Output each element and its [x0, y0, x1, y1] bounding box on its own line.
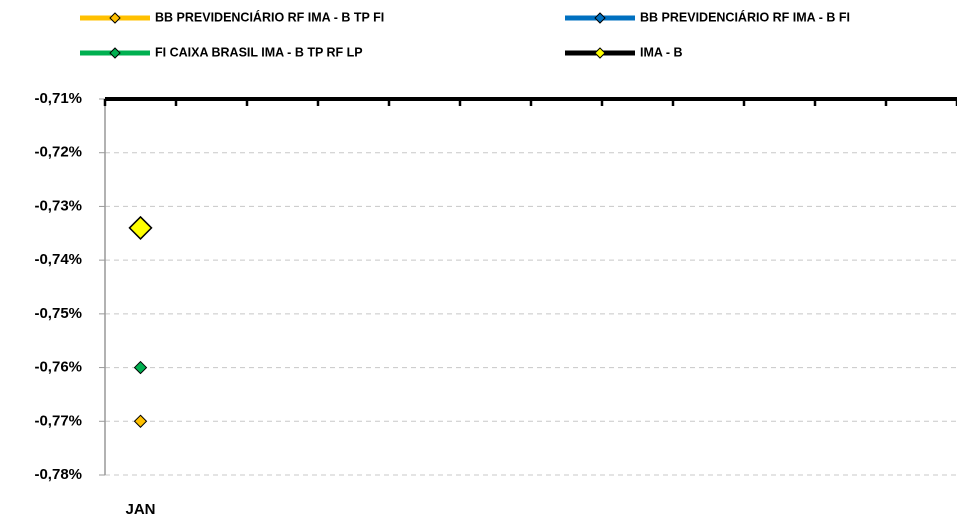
- legend-marker: [594, 12, 606, 24]
- legend-label: BB PREVIDENCIÁRIO RF IMA - B FI: [640, 9, 850, 24]
- marker: [133, 414, 148, 428]
- legend-label: FI CAIXA BRASIL IMA - B TP RF LP: [155, 45, 363, 59]
- y-tick-label: -0,71%: [34, 90, 82, 107]
- y-tick-label: -0,76%: [34, 359, 82, 376]
- y-tick-label: -0,78%: [34, 466, 82, 483]
- y-tick-label: -0,72%: [34, 144, 82, 161]
- legend-marker: [594, 47, 606, 59]
- y-tick-label: -0,77%: [34, 412, 82, 429]
- legend-label: BB PREVIDENCIÁRIO RF IMA - B TP FI: [155, 9, 384, 24]
- y-tick-label: -0,73%: [34, 197, 82, 214]
- legend-marker: [109, 47, 121, 59]
- legend-label: IMA - B: [640, 45, 683, 59]
- x-tick-label: JAN: [125, 501, 155, 518]
- marker: [128, 215, 153, 240]
- legend-marker: [109, 12, 121, 24]
- y-tick-label: -0,75%: [34, 305, 82, 322]
- marker: [133, 360, 148, 375]
- y-tick-label: -0,74%: [34, 251, 82, 268]
